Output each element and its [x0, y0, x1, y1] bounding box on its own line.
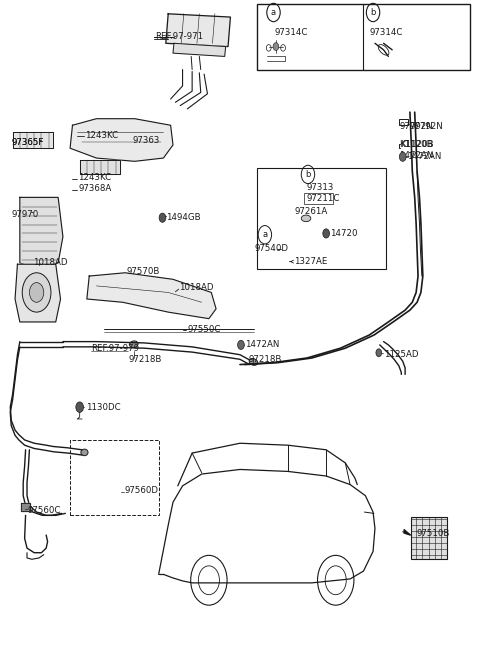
Text: 1243KC: 1243KC: [85, 131, 118, 139]
Text: a: a: [263, 230, 267, 239]
Text: 97560C: 97560C: [27, 507, 60, 515]
Text: b: b: [305, 170, 311, 179]
Text: 1130DC: 1130DC: [86, 403, 120, 413]
Text: 1018AD: 1018AD: [33, 258, 68, 267]
Polygon shape: [166, 14, 230, 47]
Text: 97314C: 97314C: [275, 28, 308, 37]
Bar: [70, 440, 158, 515]
Bar: [257, 4, 470, 70]
Text: 1125AD: 1125AD: [384, 350, 418, 359]
Ellipse shape: [249, 359, 258, 365]
Text: 97365F: 97365F: [11, 138, 44, 147]
Text: 97314C: 97314C: [369, 28, 403, 37]
Text: 97218B: 97218B: [249, 355, 282, 364]
Text: K1120B: K1120B: [400, 141, 434, 149]
Text: 1472AN: 1472AN: [245, 340, 279, 349]
Circle shape: [29, 283, 44, 302]
Polygon shape: [12, 132, 53, 148]
Text: REF.97-979: REF.97-979: [91, 344, 139, 353]
Text: 97510B: 97510B: [416, 528, 449, 537]
Text: 1472AN: 1472AN: [408, 152, 442, 161]
Text: 97363: 97363: [132, 136, 160, 145]
Circle shape: [76, 402, 84, 413]
Text: b: b: [371, 8, 376, 17]
Circle shape: [22, 273, 51, 312]
Polygon shape: [70, 119, 173, 162]
Circle shape: [273, 43, 279, 51]
Circle shape: [238, 340, 244, 350]
Text: 97570B: 97570B: [126, 267, 159, 276]
Bar: [257, 168, 386, 269]
Text: a: a: [271, 8, 276, 17]
Polygon shape: [173, 43, 226, 57]
Text: 1018AD: 1018AD: [179, 283, 213, 292]
Text: 97211C: 97211C: [306, 194, 339, 203]
Ellipse shape: [81, 449, 88, 456]
Text: 1243KC: 1243KC: [78, 173, 111, 182]
Polygon shape: [21, 503, 30, 510]
Text: 97970: 97970: [11, 210, 38, 219]
Text: 97560D: 97560D: [124, 486, 158, 495]
Polygon shape: [20, 197, 63, 269]
Text: 1327AE: 1327AE: [294, 257, 327, 266]
Text: 97792N: 97792N: [399, 122, 433, 131]
Text: 97550C: 97550C: [187, 325, 221, 334]
Text: 97540D: 97540D: [254, 244, 288, 253]
Text: 97792N: 97792N: [409, 122, 443, 131]
Bar: [304, 193, 333, 204]
Circle shape: [399, 152, 406, 162]
Polygon shape: [15, 264, 60, 322]
Circle shape: [376, 349, 382, 357]
Ellipse shape: [130, 341, 138, 348]
Text: K1120B: K1120B: [399, 140, 433, 148]
Text: 97218B: 97218B: [129, 355, 162, 365]
Text: 97261A: 97261A: [294, 207, 327, 215]
Text: 97368A: 97368A: [78, 184, 111, 193]
Bar: [411, 516, 447, 559]
Polygon shape: [80, 160, 120, 174]
Bar: [399, 119, 408, 125]
Text: 97313: 97313: [306, 183, 334, 192]
Polygon shape: [87, 273, 216, 319]
Text: 97365F: 97365F: [11, 138, 44, 147]
Text: 1494GB: 1494GB: [166, 214, 201, 222]
Text: 14720: 14720: [330, 229, 358, 238]
Circle shape: [323, 229, 329, 238]
Text: REF.97-971: REF.97-971: [155, 32, 203, 41]
Polygon shape: [404, 530, 410, 535]
Text: 1472AN: 1472AN: [399, 151, 434, 160]
Circle shape: [159, 213, 166, 222]
Ellipse shape: [301, 215, 311, 221]
